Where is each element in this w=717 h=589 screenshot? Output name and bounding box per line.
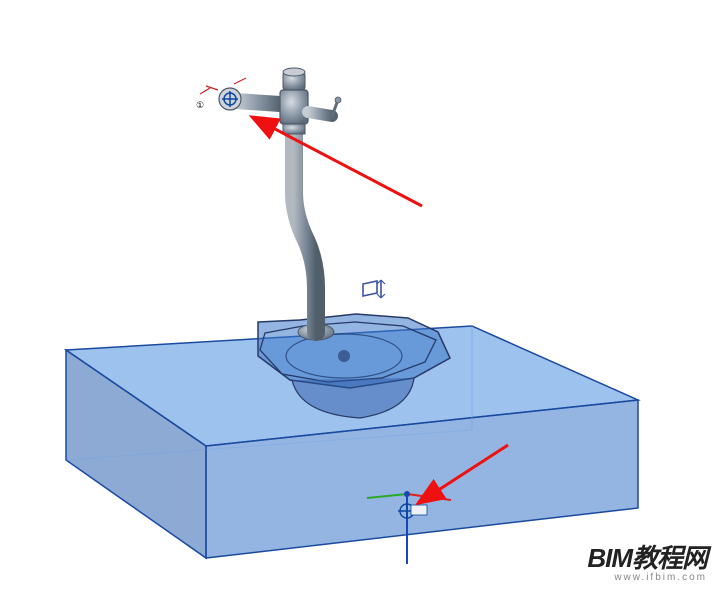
watermark-url: www.ifbim.com (587, 573, 707, 583)
model-scene (0, 0, 717, 589)
watermark: BIM教程网 www.ifbim.com (587, 545, 707, 583)
flush-valve-assembly (200, 68, 341, 340)
view-symbol-icon (363, 280, 385, 298)
inlet-connector-label: ① (196, 100, 204, 111)
pipe-inlet-connector[interactable] (200, 78, 246, 110)
annotation-arrow-top (254, 118, 422, 206)
cad-viewport[interactable]: ① BIM教程网 www.ifbim.com (0, 0, 717, 589)
watermark-brand: BIM教程网 (587, 545, 707, 571)
